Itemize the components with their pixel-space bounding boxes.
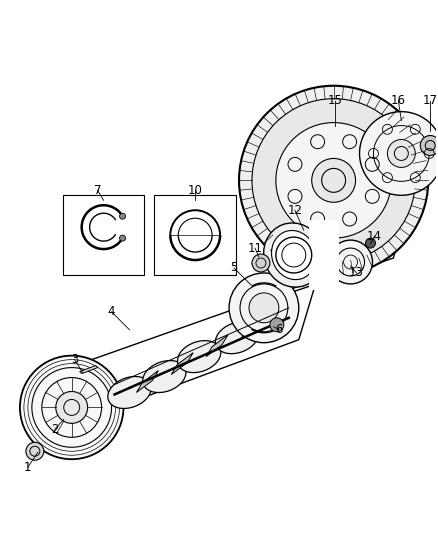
Circle shape bbox=[420, 135, 438, 156]
Circle shape bbox=[388, 140, 415, 167]
Text: 5: 5 bbox=[230, 262, 238, 274]
Text: 4: 4 bbox=[108, 305, 115, 318]
Ellipse shape bbox=[108, 376, 151, 408]
Text: 7: 7 bbox=[94, 184, 101, 197]
Bar bbox=[309, 220, 339, 290]
Ellipse shape bbox=[143, 360, 186, 392]
Text: 13: 13 bbox=[349, 266, 364, 279]
Circle shape bbox=[249, 293, 279, 323]
Text: 16: 16 bbox=[391, 94, 406, 107]
Text: 10: 10 bbox=[188, 184, 203, 197]
Circle shape bbox=[239, 86, 428, 275]
Circle shape bbox=[252, 254, 270, 272]
Circle shape bbox=[276, 123, 392, 238]
Ellipse shape bbox=[215, 322, 259, 354]
Ellipse shape bbox=[264, 223, 324, 287]
Text: 11: 11 bbox=[247, 241, 262, 255]
Circle shape bbox=[365, 238, 375, 248]
Polygon shape bbox=[171, 353, 193, 375]
Ellipse shape bbox=[177, 341, 221, 373]
Circle shape bbox=[328, 240, 372, 284]
Circle shape bbox=[56, 392, 88, 423]
Text: 12: 12 bbox=[287, 204, 302, 217]
Circle shape bbox=[252, 99, 415, 262]
Bar bbox=[154, 195, 236, 275]
Polygon shape bbox=[206, 335, 228, 357]
Ellipse shape bbox=[249, 306, 293, 338]
Text: 6: 6 bbox=[275, 323, 283, 336]
Circle shape bbox=[312, 158, 356, 202]
Text: 3: 3 bbox=[71, 353, 78, 366]
Polygon shape bbox=[241, 317, 263, 338]
Text: 1: 1 bbox=[24, 461, 32, 474]
Bar bbox=[63, 195, 145, 275]
Polygon shape bbox=[137, 370, 159, 392]
Ellipse shape bbox=[272, 230, 316, 280]
Circle shape bbox=[229, 273, 299, 343]
Circle shape bbox=[270, 318, 284, 332]
Circle shape bbox=[360, 111, 438, 195]
Polygon shape bbox=[80, 366, 98, 374]
Text: 17: 17 bbox=[423, 94, 438, 107]
Circle shape bbox=[120, 235, 126, 241]
Text: 14: 14 bbox=[367, 230, 382, 243]
Circle shape bbox=[120, 213, 126, 219]
Text: 15: 15 bbox=[327, 94, 342, 107]
Circle shape bbox=[20, 356, 124, 459]
Text: 2: 2 bbox=[51, 423, 59, 436]
Circle shape bbox=[26, 442, 44, 460]
